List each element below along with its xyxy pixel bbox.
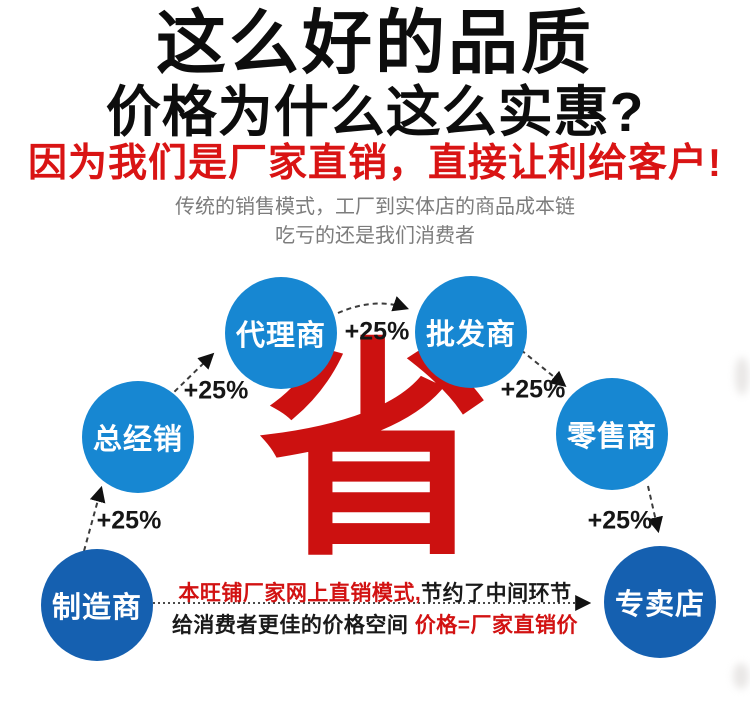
chain-node-specialty-store: 专卖店 [604, 546, 716, 658]
footer-line1-red: 本旺铺厂家网上直销模式, [178, 582, 422, 605]
edge-shadow [733, 663, 749, 689]
arrow-agent-to-wholesaler [337, 296, 410, 314]
chain-node-retailer: 零售商 [556, 378, 668, 490]
slogan-banner: 因为我们是厂家直销，直接让利给客户! [28, 142, 722, 185]
markup-label-2: +25% [183, 376, 249, 405]
chain-node-general-distributor: 总经销 [82, 381, 194, 493]
footer-line1: 本旺铺厂家网上直销模式,节约了中间环节 [0, 577, 750, 607]
footer-line2-black: 给消费者更佳的价格空间 [171, 614, 415, 637]
markup-label-3: +25% [344, 317, 410, 346]
edge-shadow [735, 357, 749, 395]
chain-node-manufacturer: 制造商 [41, 549, 153, 661]
description-line1: 传统的销售模式，工厂到实体店的商品成本链 [175, 196, 575, 218]
description-line2: 吃亏的还是我们消费者 [275, 225, 475, 247]
title-line1: 这么好的品质 [156, 4, 594, 82]
chain-node-label: 批发商 [425, 319, 516, 351]
description-block: 传统的销售模式，工厂到实体店的商品成本链 吃亏的还是我们消费者 [0, 193, 750, 251]
chain-node-label: 代理商 [235, 320, 326, 352]
chain-node-label: 制造商 [51, 592, 142, 624]
title-line2: 价格为什么这么实惠? [105, 81, 645, 143]
footer-line1-black: 节约了中间环节 [421, 582, 572, 605]
markup-label-4: +25% [500, 375, 566, 404]
markup-label-1: +25% [96, 506, 162, 535]
markup-label-5: +25% [587, 506, 653, 535]
chain-node-label: 总经销 [92, 424, 183, 456]
footer-line2-red: 价格=厂家直销价 [414, 614, 579, 637]
chain-node-wholesaler: 批发商 [415, 276, 527, 388]
chain-node-label: 专卖店 [614, 589, 705, 621]
chain-node-label: 零售商 [566, 421, 657, 453]
footer-line2: 给消费者更佳的价格空间 价格=厂家直销价 [0, 609, 750, 639]
chain-node-agent: 代理商 [225, 277, 337, 389]
